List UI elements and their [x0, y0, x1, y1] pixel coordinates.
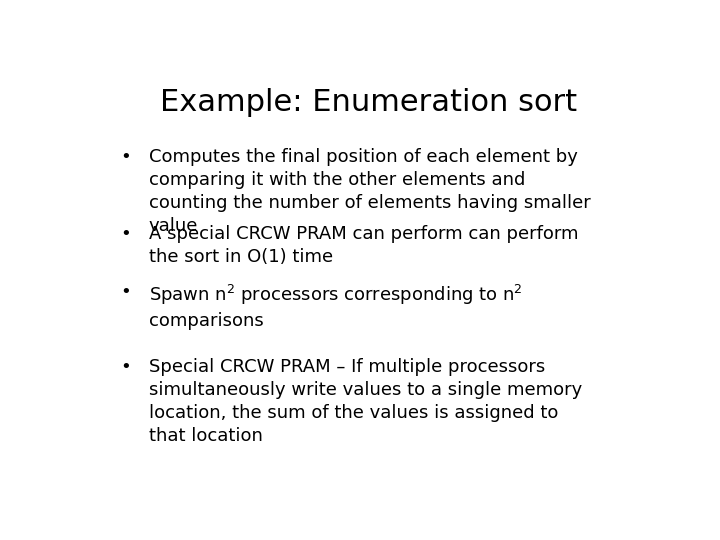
Text: Spawn n$^2$ processors corresponding to n$^2$
comparisons: Spawn n$^2$ processors corresponding to …	[148, 283, 522, 330]
Text: Special CRCW PRAM – If multiple processors
simultaneously write values to a sing: Special CRCW PRAM – If multiple processo…	[148, 358, 582, 444]
Text: Computes the final position of each element by
comparing it with the other eleme: Computes the final position of each elem…	[148, 148, 590, 235]
Text: •: •	[121, 148, 132, 166]
Text: Example: Enumeration sort: Example: Enumeration sort	[161, 87, 577, 117]
Text: •: •	[121, 358, 132, 376]
Text: •: •	[121, 283, 132, 301]
Text: •: •	[121, 225, 132, 243]
Text: A special CRCW PRAM can perform can perform
the sort in O(1) time: A special CRCW PRAM can perform can perf…	[148, 225, 578, 266]
